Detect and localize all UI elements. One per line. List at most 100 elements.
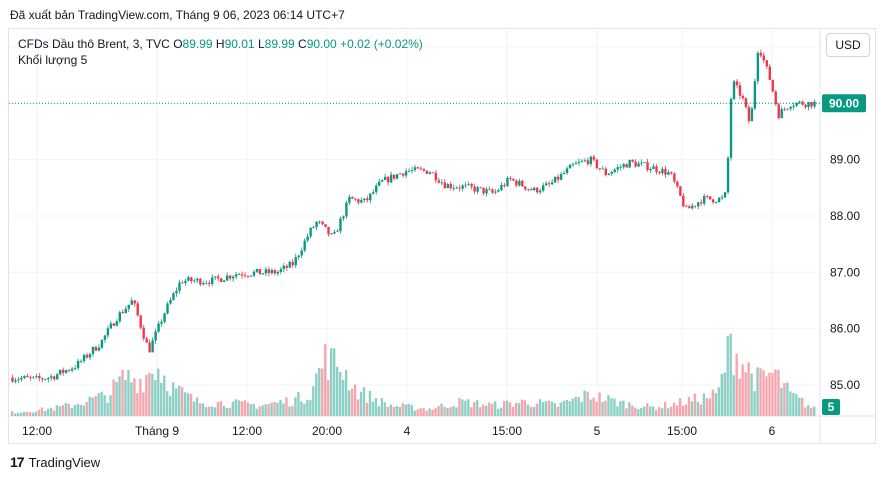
volume-bar [771,372,774,416]
candle-body [440,182,444,184]
candle-body [369,193,372,201]
candle-body [321,221,324,225]
volume-bar [666,408,670,416]
candle-body [524,186,527,190]
candle-body [160,321,163,324]
volume-bar [762,370,765,416]
candle-body [139,315,142,328]
volume-bar [520,399,524,416]
candle-body [720,197,724,199]
candle-body [705,195,709,197]
volume-bar [341,379,345,416]
candle-body [542,185,545,191]
candle-body [196,278,199,281]
volume-bar [774,369,777,416]
candle-body [446,184,449,189]
candle-body [372,192,375,194]
volume-bar [67,403,71,416]
volume-bar [795,394,798,416]
volume-bar [663,401,667,416]
candle-body [61,369,65,373]
candle-body [220,278,223,282]
candle-body [157,323,160,332]
candle-body [225,275,229,281]
candle-body [637,163,640,167]
volume-bar [118,376,121,416]
volume-bar [294,397,297,416]
volume-bar [25,411,29,416]
candle-body [395,174,399,179]
volume-bar [559,402,562,416]
volume-bar [303,403,306,416]
volume-bar [261,405,264,416]
volume-bar [744,372,747,416]
volume-bar [669,406,673,416]
volume-bar [88,396,91,416]
volume-bar [741,364,744,416]
volume-bar [11,411,14,416]
volume-bar [55,405,59,416]
candle-body [550,182,554,185]
volume-bar [625,408,628,416]
candle-body [106,328,110,336]
candle-body [479,187,482,188]
close-value: 90.00 [306,37,337,51]
candle-body [363,198,366,201]
volume-bar [601,401,604,416]
volume-bar [428,408,431,416]
currency-button[interactable]: USD [826,33,870,57]
candle-body [583,160,587,162]
volume-bar [124,380,127,416]
candle-body [130,300,133,305]
volume-bar [777,369,780,416]
candle-body [464,184,467,186]
tradingview-mark-icon: 17 [10,454,25,470]
x-tick-label: 15:00 [492,424,522,438]
candle-body [577,161,581,163]
candle-body [94,347,98,351]
volume-badge-label: 5 [828,400,835,414]
volume-label[interactable]: Khối lượng [18,53,78,67]
volume-bar [103,395,106,416]
candle-body [789,106,792,109]
candle-body [777,104,780,119]
candle-body [601,168,605,170]
candle-body [574,162,578,165]
tradingview-logo-text: TradingView [28,454,101,470]
candle-body [300,250,303,256]
volume-bar [479,407,482,416]
symbol-name[interactable]: CFDs Dầu thô Brent, 3, TVC [18,37,170,51]
volume-bar [61,405,65,416]
tradingview-logo[interactable]: 17 TradingView [10,454,100,470]
volume-bar [690,401,694,416]
volume-bar [786,382,789,416]
candle-body [679,186,682,196]
volume-bar [613,398,616,416]
candle-body [315,221,318,228]
candle-body [691,205,694,209]
candle-body [76,361,80,369]
open-key: O [173,37,183,51]
volume-bar [458,397,461,416]
candle-body [694,205,697,207]
volume-bar [637,409,640,416]
volume-bar [491,403,494,416]
volume-bar [556,406,559,416]
volume-bar [285,397,288,416]
candle-body [616,167,619,170]
candle-body [497,190,500,192]
y-tick-label: 86.00 [830,322,860,336]
volume-bar [804,407,807,416]
volume-bar [398,406,401,416]
volume-bar [517,403,521,416]
candle-body [70,368,74,371]
volume-bar [145,374,148,416]
volume-bar [359,391,363,416]
volume-bar [282,403,285,416]
low-key: L [257,37,265,51]
x-tick-label: Tháng 9 [135,424,179,438]
volume-bar [711,389,715,416]
volume-bar [592,397,595,416]
candle-body [461,185,464,189]
